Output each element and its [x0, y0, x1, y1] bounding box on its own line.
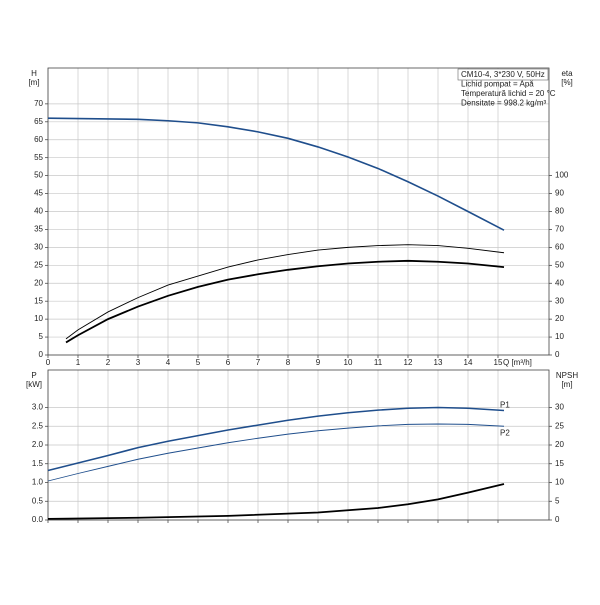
- y2-axis-unit: [%]: [561, 78, 573, 87]
- info-text: CM10-4, 3*230 V, 50Hz: [461, 70, 545, 79]
- y-tick-label: 60: [34, 135, 43, 144]
- y2-tick-label: 10: [555, 332, 564, 341]
- y2-tick-label: 50: [555, 260, 564, 269]
- y-tick-label: 2.0: [32, 440, 44, 449]
- y-tick-label: 2.5: [32, 421, 44, 430]
- y-tick-label: 3.0: [32, 403, 44, 412]
- x-tick-label: 6: [226, 358, 231, 367]
- info-text: Temperatură lichid = 20 °C: [461, 89, 556, 98]
- y2-axis-label: NPSH: [556, 371, 578, 380]
- x-tick-label: 5: [196, 358, 201, 367]
- y-tick-label: 45: [34, 189, 43, 198]
- y-tick-label: 65: [34, 117, 43, 126]
- y2-tick-label: 40: [555, 278, 564, 287]
- x-tick-label: 11: [374, 358, 383, 367]
- x-tick-label: 15: [494, 358, 503, 367]
- y2-tick-label: 5: [555, 496, 560, 505]
- y2-tick-label: 60: [555, 242, 564, 251]
- x-tick-label: 1: [76, 358, 81, 367]
- plot-frame: [47, 67, 550, 356]
- x-tick-label: 13: [434, 358, 443, 367]
- y-tick-label: 0.5: [32, 496, 44, 505]
- y-tick-label: 25: [34, 260, 43, 269]
- y2-tick-label: 10: [555, 478, 564, 487]
- x-tick-label: 4: [166, 358, 171, 367]
- curve: [47, 406, 505, 472]
- y2-tick-label: 0: [555, 515, 560, 524]
- curve-label: P1: [500, 401, 510, 410]
- y-tick-label: 50: [34, 171, 43, 180]
- curve: [65, 244, 505, 340]
- x-axis-label: Q [m³/h]: [503, 358, 532, 367]
- y-tick-label: 0.0: [32, 515, 44, 524]
- curve: [47, 423, 505, 482]
- x-tick-label: 14: [464, 358, 473, 367]
- y2-tick-label: 25: [555, 421, 564, 430]
- info-text: Densitate = 998.2 kg/m³: [461, 99, 546, 108]
- y2-tick-label: 30: [555, 403, 564, 412]
- y-tick-label: 5: [39, 332, 44, 341]
- y-tick-label: 35: [34, 225, 43, 234]
- y2-axis-label: eta: [561, 69, 573, 78]
- y2-tick-label: 100: [555, 171, 569, 180]
- x-tick-label: 2: [106, 358, 111, 367]
- y-tick-label: 10: [34, 314, 43, 323]
- y2-tick-label: 70: [555, 225, 564, 234]
- curve: [47, 483, 505, 520]
- x-tick-label: 10: [344, 358, 353, 367]
- y-axis-label: P: [31, 371, 36, 380]
- y2-tick-label: 0: [555, 350, 560, 359]
- x-tick-label: 12: [404, 358, 413, 367]
- y2-tick-label: 20: [555, 314, 564, 323]
- y-axis-label: H: [31, 69, 37, 78]
- info-box-title-frame: [457, 68, 549, 81]
- y-tick-label: 20: [34, 278, 43, 287]
- y2-tick-label: 20: [555, 440, 564, 449]
- curve: [47, 117, 505, 231]
- y-tick-label: 1.0: [32, 478, 44, 487]
- y2-tick-label: 30: [555, 296, 564, 305]
- y-tick-label: 70: [34, 99, 43, 108]
- y2-tick-label: 15: [555, 459, 564, 468]
- x-tick-label: 7: [256, 358, 261, 367]
- y-tick-label: 15: [34, 296, 43, 305]
- info-text: Lichid pompat = Apă: [461, 80, 534, 89]
- y-axis-unit: [m]: [28, 78, 39, 87]
- plot-frame: [47, 369, 550, 521]
- y2-tick-label: 80: [555, 207, 564, 216]
- x-tick-label: 9: [316, 358, 321, 367]
- curve: [65, 259, 505, 344]
- y-tick-label: 55: [34, 153, 43, 162]
- x-tick-label: 8: [286, 358, 291, 367]
- y-axis-unit: [kW]: [26, 380, 42, 389]
- y-tick-label: 40: [34, 207, 43, 216]
- y-tick-label: 30: [34, 242, 43, 251]
- y2-tick-label: 90: [555, 189, 564, 198]
- x-tick-label: 0: [46, 358, 51, 367]
- y-tick-label: 1.5: [32, 459, 44, 468]
- y2-axis-unit: [m]: [561, 380, 572, 389]
- y-tick-label: 0: [39, 350, 44, 359]
- curve-label: P2: [500, 428, 510, 437]
- x-tick-label: 3: [136, 358, 141, 367]
